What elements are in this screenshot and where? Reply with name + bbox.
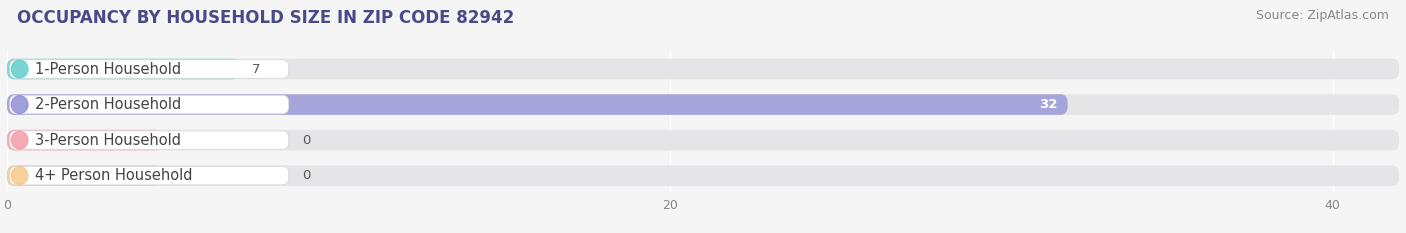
FancyBboxPatch shape <box>7 59 239 79</box>
Text: 1-Person Household: 1-Person Household <box>35 62 181 76</box>
Text: OCCUPANCY BY HOUSEHOLD SIZE IN ZIP CODE 82942: OCCUPANCY BY HOUSEHOLD SIZE IN ZIP CODE … <box>17 9 515 27</box>
FancyBboxPatch shape <box>7 59 1399 79</box>
FancyBboxPatch shape <box>10 131 288 149</box>
Text: 4+ Person Household: 4+ Person Household <box>35 168 193 183</box>
Circle shape <box>11 131 28 149</box>
Text: 2-Person Household: 2-Person Household <box>35 97 181 112</box>
Text: 3-Person Household: 3-Person Household <box>35 133 180 147</box>
Text: Source: ZipAtlas.com: Source: ZipAtlas.com <box>1256 9 1389 22</box>
Text: 0: 0 <box>302 169 311 182</box>
FancyBboxPatch shape <box>10 95 288 114</box>
Circle shape <box>11 167 28 185</box>
FancyBboxPatch shape <box>10 166 288 185</box>
Text: 0: 0 <box>302 134 311 147</box>
FancyBboxPatch shape <box>7 165 162 186</box>
Circle shape <box>11 60 28 78</box>
FancyBboxPatch shape <box>7 130 162 150</box>
FancyBboxPatch shape <box>10 60 288 78</box>
Text: 32: 32 <box>1039 98 1057 111</box>
FancyBboxPatch shape <box>7 94 1067 115</box>
FancyBboxPatch shape <box>7 130 1399 150</box>
Text: 7: 7 <box>252 62 260 75</box>
FancyBboxPatch shape <box>7 94 1399 115</box>
Circle shape <box>11 96 28 113</box>
FancyBboxPatch shape <box>7 165 1399 186</box>
